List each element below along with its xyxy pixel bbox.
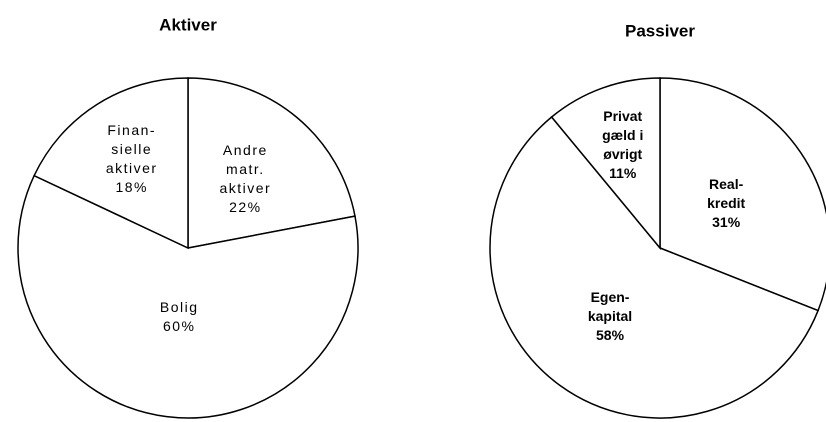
- pie-slice: [489, 115, 820, 419]
- value-label: 31%: [712, 213, 741, 230]
- category-label: Andre matr. aktiver: [219, 141, 272, 196]
- label-box: Andre matr. aktiver 22%: [185, 129, 305, 229]
- chart-title: Passiver: [625, 21, 695, 40]
- category-label: Finan- sielle aktiver: [105, 122, 158, 177]
- category-label: Bolig: [159, 299, 199, 316]
- category-label: Egen- kapital: [587, 289, 633, 325]
- label-box: Bolig 60%: [119, 267, 239, 367]
- slice-label: Bolig 60%: [119, 267, 239, 367]
- category-label: Privat gæld i øvrigt: [602, 107, 644, 162]
- label-box: Finan- sielle aktiver 18%: [72, 109, 192, 209]
- slice-label: Andre matr. aktiver 22%: [185, 129, 305, 229]
- pie-slice: [33, 77, 189, 250]
- chart-title: Aktiver: [159, 15, 217, 34]
- value-label: 18%: [115, 179, 148, 196]
- category-label: Real- kredit: [707, 175, 746, 211]
- pie-slice: [550, 77, 661, 251]
- label-box: Real- kredit 31%: [666, 153, 786, 253]
- pie-slice: [659, 77, 826, 312]
- value-label: 58%: [596, 327, 625, 344]
- pie-slice: [187, 77, 356, 249]
- label-box: Privat gæld i øvrigt 11%: [563, 95, 683, 195]
- value-label: 11%: [609, 164, 637, 181]
- value-label: 60%: [162, 318, 196, 335]
- slice-label: Real- kredit 31%: [666, 153, 786, 253]
- value-label: 22%: [229, 198, 262, 215]
- slice-label: Egen- kapital 58%: [550, 267, 670, 367]
- label-box: Egen- kapital 58%: [550, 267, 670, 367]
- slice-label: Finan- sielle aktiver 18%: [72, 109, 192, 209]
- pie-slice: [17, 174, 359, 419]
- slice-label: Privat gæld i øvrigt 11%: [563, 95, 683, 195]
